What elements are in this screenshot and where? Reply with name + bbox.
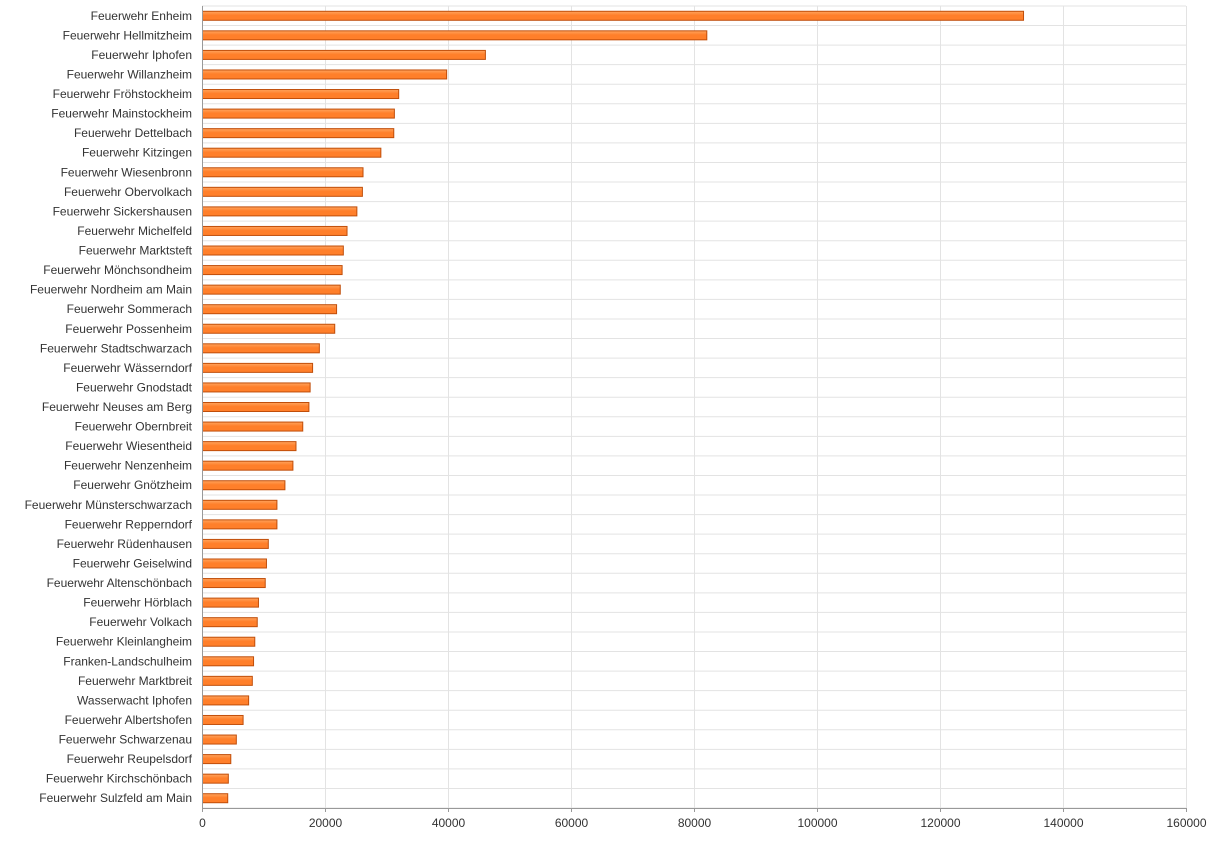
category-label: Feuerwehr Enheim: [91, 9, 192, 23]
bar: [202, 323, 336, 334]
category-label: Feuerwehr Sickershausen: [53, 204, 192, 218]
category-labels: Feuerwehr Enheim Feuerwehr Hellmitzheim Fe…: [25, 9, 193, 805]
bar: [202, 734, 237, 745]
bar: [202, 245, 344, 256]
category-label: Feuerwehr Gnötzheim: [73, 478, 192, 492]
category-label: Wasserwacht Iphofen: [77, 693, 192, 707]
category-label: Feuerwehr Mainstockheim: [51, 107, 192, 121]
category-label: Feuerwehr Michelfeld: [77, 224, 192, 238]
category-label: Feuerwehr Dettelbach: [74, 126, 192, 140]
category-label: Feuerwehr Albertshofen: [65, 713, 192, 727]
x-tick-label: 140000: [1043, 816, 1083, 830]
category-label: Feuerwehr Altenschönbach: [47, 576, 192, 590]
grid-lines: [202, 5, 1187, 809]
bar: [202, 480, 286, 491]
bar: [202, 695, 250, 706]
bar: [202, 499, 278, 510]
bar: [202, 108, 395, 119]
category-label: Feuerwehr Fröhstockheim: [53, 87, 192, 101]
x-tick-label: 120000: [920, 816, 960, 830]
bar: [202, 402, 310, 412]
bar: [202, 617, 258, 628]
category-label: Feuerwehr Rüdenhausen: [57, 537, 192, 551]
bar: [202, 714, 244, 725]
x-tick-label: 40000: [432, 816, 466, 830]
x-tick-label: 60000: [555, 816, 589, 830]
category-label: Feuerwehr Nordheim am Main: [30, 283, 192, 297]
category-label: Feuerwehr Wiesentheid: [65, 439, 192, 453]
category-label: Feuerwehr Münsterschwarzach: [25, 498, 192, 512]
bar: [202, 675, 253, 686]
bar: [202, 773, 229, 784]
bar: [202, 49, 486, 60]
category-label: Feuerwehr Stadtschwarzach: [40, 341, 192, 355]
bar: [202, 382, 311, 393]
bar: [202, 578, 266, 589]
bar: [202, 538, 269, 549]
bar: [202, 519, 278, 530]
bar: [202, 754, 232, 765]
bar: [202, 597, 259, 608]
category-label: Feuerwehr Nenzenheim: [64, 459, 192, 473]
category-label: Feuerwehr Obernbreit: [75, 420, 193, 434]
category-label: Feuerwehr Schwarzenau: [59, 733, 192, 747]
category-label: Feuerwehr Marktbreit: [78, 674, 193, 688]
category-label: Feuerwehr Possenheim: [65, 322, 192, 336]
category-label: Feuerwehr Hellmitzheim: [63, 28, 192, 42]
bar: [202, 167, 364, 178]
category-label: Feuerwehr Sommerach: [67, 302, 192, 316]
x-axis: 0 20000 40000 60000 80000 100000 120000 140000 1…: [199, 6, 1207, 830]
category-label: Franken-Landschulheim: [63, 654, 192, 668]
bar: [202, 30, 708, 41]
bar: [202, 441, 297, 452]
category-label: Feuerwehr Kirchschönbach: [46, 772, 192, 786]
bar: [202, 793, 229, 804]
category-label: Feuerwehr Wässerndorf: [63, 361, 192, 375]
category-label: Feuerwehr Geiselwind: [73, 556, 192, 570]
bar: [202, 284, 341, 295]
bar: [202, 265, 343, 276]
category-label: Feuerwehr Hörblach: [83, 596, 192, 610]
bar: [202, 69, 448, 80]
bar: [202, 10, 1025, 21]
category-label: Feuerwehr Marktsteft: [79, 244, 193, 258]
category-label: Feuerwehr Repperndorf: [65, 517, 193, 531]
bar: [202, 304, 338, 315]
bar: [202, 128, 395, 139]
category-label: Feuerwehr Kleinlangheim: [56, 635, 192, 649]
x-tick-label: 80000: [678, 816, 712, 830]
bar: [202, 636, 256, 647]
bar: [202, 656, 255, 667]
category-label: Feuerwehr Gnodstadt: [76, 380, 193, 394]
category-label: Feuerwehr Wiesenbronn: [61, 165, 192, 179]
category-label: Feuerwehr Reupelsdorf: [67, 752, 193, 766]
bar: [202, 186, 363, 197]
bar: [202, 206, 358, 217]
category-label: Feuerwehr Willanzheim: [67, 67, 192, 81]
x-tick-label: 100000: [797, 816, 837, 830]
category-label: Feuerwehr Volkach: [89, 615, 192, 629]
bar: [202, 421, 304, 432]
bar: [202, 558, 267, 569]
x-tick-label: 20000: [309, 816, 343, 830]
x-tick-label: 160000: [1166, 816, 1206, 830]
bar: [202, 460, 294, 471]
bar: [202, 343, 320, 354]
bar: [202, 147, 382, 158]
bars: [202, 10, 1025, 804]
category-label: Feuerwehr Kitzingen: [82, 146, 192, 160]
category-label: Feuerwehr Neuses am Berg: [42, 400, 192, 414]
category-label: Feuerwehr Mönchsondheim: [43, 263, 192, 277]
bar: [202, 362, 314, 373]
bar: [202, 225, 348, 236]
bar: [202, 89, 400, 100]
category-label: Feuerwehr Iphofen: [91, 48, 192, 62]
category-label: Feuerwehr Sulzfeld am Main: [39, 791, 192, 805]
category-label: Feuerwehr Obervolkach: [64, 185, 192, 199]
x-tick-label: 0: [199, 816, 206, 830]
